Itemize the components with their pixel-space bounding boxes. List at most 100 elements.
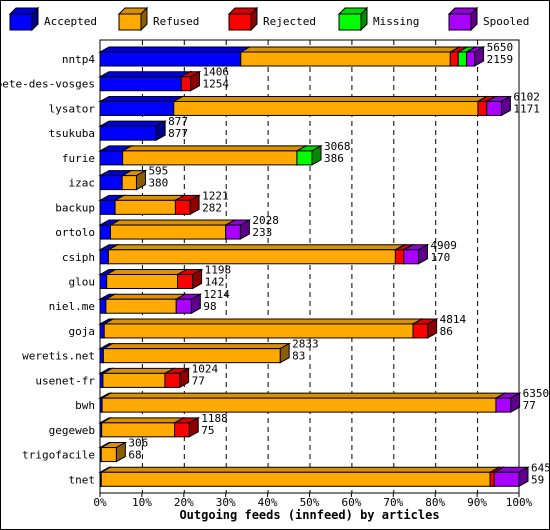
bar-tsukuba-accepted-top: [98, 120, 168, 127]
bar-label-total-csiph: 4909: [430, 239, 457, 252]
bar-lysator-refused: [173, 100, 479, 116]
bar-backup-accepted: [99, 199, 116, 215]
category-label-ortolo: ortolo: [55, 226, 95, 239]
x-tick-label: 80%: [425, 496, 445, 509]
bar-csiph-refused: [107, 249, 396, 265]
category-label-csiph: csiph: [62, 251, 95, 264]
bar-nntp4-missing: [457, 51, 468, 67]
bar-label-accepted-nntp4: 2159: [487, 53, 514, 66]
category-label-tnet: tnet: [69, 473, 96, 486]
bar-glou-refused-top: [104, 269, 189, 275]
bar-csiph-rejected: [394, 249, 405, 265]
bar-tsukuba-accepted: [99, 125, 157, 141]
bar-tnet-refused: [100, 471, 491, 487]
x-tick-label: 70%: [383, 496, 403, 509]
bar-label-total-ortolo: 2028: [252, 214, 278, 227]
bar-label-total-tnet: 6456: [531, 461, 550, 474]
bar-backup-refused-top: [113, 194, 187, 201]
x-tick-label: 10%: [132, 496, 152, 509]
legend-missing-swatch: [338, 13, 362, 31]
category-label-trigofacile: trigofacile: [22, 449, 95, 462]
bar-nntp4-spooled: [466, 51, 476, 67]
bar-usenet-fr-refused-top: [101, 367, 176, 374]
category-label-lysator: lysator: [49, 102, 96, 115]
category-label-bwh: bwh: [75, 399, 95, 412]
bar-nntp4-accepted: [99, 51, 242, 67]
bar-label-accepted-usenet-fr: 77: [192, 374, 205, 387]
bar-bwh-spooled: [495, 397, 512, 413]
bar-label-total-tsukuba: 877: [168, 115, 188, 128]
bar-lysator-rejected: [477, 100, 488, 116]
bar-label-accepted-weretis-net: 83: [292, 350, 305, 363]
bar-usenet-fr-rejected: [164, 372, 181, 388]
bar-tnet-rejected: [489, 471, 495, 487]
bar-trigofacile-refused: [100, 447, 117, 463]
legend-rejected-label: Rejected: [263, 15, 316, 28]
x-tick-label: 100%: [506, 496, 533, 509]
bar-lysator-accepted-top: [98, 95, 185, 102]
bar-label-total-bete-des-vosges: 1406: [203, 66, 230, 79]
bar-ortolo-accepted: [99, 224, 111, 240]
legend-refused-label: Refused: [153, 15, 199, 28]
bar-niel-me-spooled: [175, 298, 192, 314]
legend-accepted-swatch: [9, 13, 33, 31]
legend-spooled-swatch: [448, 13, 472, 31]
bar-backup-rejected: [174, 199, 191, 215]
bar-label-total-gegeweb: 1188: [201, 412, 228, 425]
bar-nntp4-refused: [240, 51, 451, 67]
bar-glou-refused: [106, 274, 179, 289]
x-tick-label: 30%: [216, 496, 236, 509]
bar-label-total-backup: 1221: [202, 189, 229, 202]
category-label-backup: backup: [55, 201, 95, 214]
bar-csiph-spooled: [403, 249, 419, 265]
bar-nntp4-refused-top: [238, 46, 462, 53]
bar-label-accepted-bete-des-vosges: 1254: [203, 78, 230, 91]
bar-usenet-fr-refused: [102, 372, 166, 388]
bar-label-accepted-tsukuba: 877: [168, 127, 188, 140]
x-tick-label: 20%: [174, 496, 194, 509]
bar-label-accepted-izac: 380: [148, 177, 168, 190]
bar-label-accepted-backup: 282: [202, 201, 222, 214]
category-label-bete-des-vosges: bete-des-vosges: [0, 78, 95, 91]
bar-label-accepted-trigofacile: 68: [128, 449, 141, 462]
category-label-niel-me: niel.me: [49, 300, 95, 313]
bar-label-total-weretis-net: 2833: [292, 338, 319, 351]
bar-label-total-glou: 1198: [205, 264, 232, 277]
category-label-izac: izac: [69, 177, 96, 190]
bar-weretis-net-refused-top: [101, 343, 292, 350]
bar-label-accepted-niel-me: 98: [203, 300, 216, 313]
x-tick-label: 90%: [467, 496, 487, 509]
bar-label-accepted-bwh: 77: [523, 399, 536, 412]
bar-goja-accepted: [99, 323, 105, 339]
x-tick-label: 0%: [93, 496, 107, 509]
bar-izac-refused: [121, 175, 137, 191]
x-tick-label: 50%: [300, 496, 320, 509]
bar-nntp4-accepted-top: [98, 46, 252, 53]
bar-lysator-spooled: [486, 100, 502, 116]
category-label-usenet-fr: usenet-fr: [35, 374, 95, 387]
legend-accepted-label: Accepted: [44, 15, 97, 28]
bar-label-total-usenet-fr: 1024: [192, 362, 219, 375]
bar-label-total-nntp4: 5650: [487, 41, 514, 54]
bar-label-total-izac: 595: [148, 165, 168, 178]
bar-label-accepted-gegeweb: 75: [201, 424, 214, 437]
bar-furie-refused: [122, 150, 298, 166]
bar-furie-accepted: [99, 150, 124, 166]
category-label-glou: glou: [69, 276, 96, 289]
bar-tnet-spooled: [493, 471, 520, 487]
bar-csiph-refused-top: [106, 244, 407, 251]
bar-weretis-net-refused: [102, 348, 281, 364]
category-label-nntp4: nntp4: [62, 53, 95, 66]
bar-niel-me-refused: [105, 298, 177, 314]
legend-spooled-label: Spooled: [483, 15, 529, 28]
bar-izac-accepted: [99, 175, 123, 191]
legend-rejected-swatch: [228, 13, 252, 31]
bar-bete-des-vosges-accepted: [99, 76, 182, 92]
bar-label-accepted-goja: 86: [440, 325, 453, 338]
category-label-tsukuba: tsukuba: [49, 127, 95, 140]
bar-label-total-trigofacile: 306: [128, 437, 148, 450]
bar-label-total-furie: 3068: [324, 140, 351, 153]
category-label-weretis-net: weretis.net: [22, 350, 95, 363]
bar-bwh-refused-top: [100, 392, 507, 399]
